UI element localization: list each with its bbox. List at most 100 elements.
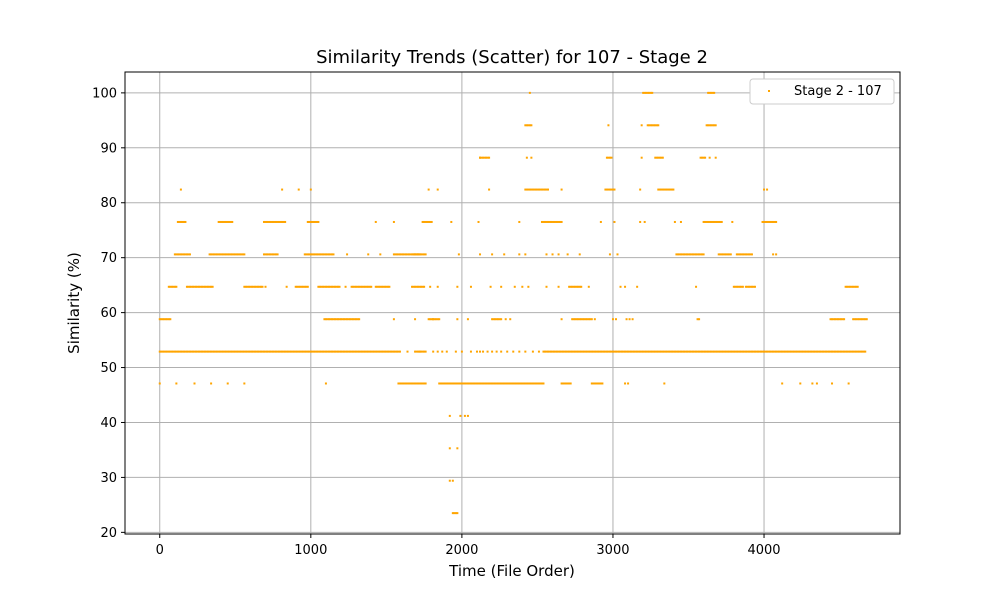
scatter-point [421,350,424,353]
scatter-point [241,350,244,353]
scatter-point [642,91,645,94]
scatter-point [226,382,229,385]
scatter-point [729,350,732,353]
scatter-point [181,253,184,256]
scatter-point [678,350,681,353]
scatter-point [707,91,710,94]
scatter-point [809,350,812,353]
scatter-point [702,253,705,256]
scatter-point [817,350,820,353]
scatter-point [767,350,770,353]
scatter-point [740,253,743,256]
scatter-point [708,220,711,223]
scatter-point [761,350,764,353]
scatter-point [167,318,170,321]
scatter-point [479,382,482,385]
scatter-point [752,285,755,288]
scatter-point [173,350,176,353]
scatter-point [459,382,462,385]
scatter-point [726,253,729,256]
scatter-point [563,350,566,353]
scatter-point [527,124,530,127]
scatter-point [441,350,444,353]
scatter-point [269,220,272,223]
scatter-point [330,350,333,353]
scatter-point [202,350,205,353]
scatter-point [701,350,704,353]
scatter-point [627,350,630,353]
scatter-point [312,350,315,353]
scatter-point [821,350,824,353]
scatter-point [195,285,198,288]
scatter-point [528,91,531,94]
scatter-point [852,318,855,321]
scatter-point [571,350,574,353]
scatter-point [592,350,595,353]
scatter-point [543,188,546,191]
scatter-point [408,253,411,256]
scatter-point [435,318,438,321]
scatter-point [545,220,548,223]
scatter-point [829,318,832,321]
scatter-point [187,350,190,353]
scatter-point [444,382,447,385]
scatter-point [228,220,231,223]
scatter-point [746,253,749,256]
scatter-point [542,350,545,353]
scatter-point [429,220,432,223]
scatter-point [324,318,327,321]
scatter-point [179,253,182,256]
scatter-point [317,220,320,223]
legend-entry-label: Stage 2 - 107 [794,84,882,99]
scatter-point [607,124,610,127]
scatter-point [775,253,778,256]
scatter-point [815,382,818,385]
scatter-point [448,447,451,450]
scatter-point [475,382,478,385]
scatter-point [250,350,253,353]
scatter-point [627,382,630,385]
scatter-point [557,253,560,256]
scatter-point [412,253,415,256]
scatter-point [415,253,418,256]
scatter-point [655,156,658,159]
scatter-point [670,350,673,353]
scatter-point [521,382,524,385]
scatter-point [663,188,666,191]
scatter-point [347,350,350,353]
scatter-point [415,382,418,385]
scatter-point [577,350,580,353]
scatter-point [314,350,317,353]
scatter-point [341,350,344,353]
scatter-point [663,350,666,353]
y-tick-label: 20 [100,526,117,541]
scatter-point [340,350,343,353]
scatter-point [614,318,617,321]
scatter-point [696,318,699,321]
scatter-point [290,350,293,353]
scatter-point [383,350,386,353]
scatter-point [572,318,575,321]
scatter-point [864,318,867,321]
scatter-point [223,350,226,353]
x-tick-label: 3000 [596,543,629,558]
scatter-point [843,350,846,353]
scatter-point [305,350,308,353]
scatter-point [427,220,430,223]
scatter-point [770,220,773,223]
scatter-point [737,285,740,288]
scatter-point [229,350,232,353]
scatter-point [489,382,492,385]
scatter-point [456,382,459,385]
scatter-point [506,382,509,385]
scatter-point [355,285,358,288]
scatter-point [178,253,181,256]
scatter-point [403,382,406,385]
scatter-point [764,220,767,223]
scatter-point [318,285,321,288]
scatter-point [849,285,852,288]
scatter-point [395,253,398,256]
scatter-point [355,318,358,321]
scatter-point [525,156,528,159]
scatter-point [753,350,756,353]
